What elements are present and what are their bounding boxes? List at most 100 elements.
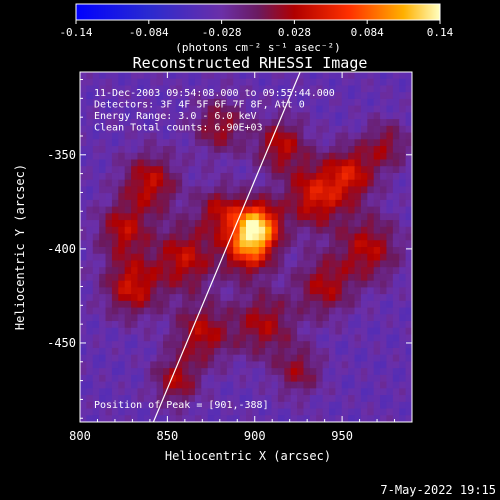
heatmap-cell bbox=[214, 287, 222, 295]
heatmap-cell bbox=[284, 105, 292, 113]
heatmap-cell bbox=[239, 105, 247, 113]
heatmap-cell bbox=[399, 321, 407, 329]
heatmap-cell bbox=[284, 206, 292, 214]
heatmap-cell bbox=[99, 206, 107, 214]
heatmap-cell bbox=[367, 401, 375, 410]
heatmap-cell bbox=[111, 381, 119, 389]
heatmap-cell bbox=[131, 186, 139, 194]
heatmap-cell bbox=[284, 159, 292, 167]
heatmap-cell bbox=[297, 152, 305, 161]
heatmap-cell bbox=[239, 307, 247, 315]
heatmap-cell bbox=[239, 321, 247, 329]
heatmap-cell bbox=[399, 119, 407, 127]
heatmap-cell bbox=[175, 172, 183, 181]
heatmap-cell bbox=[118, 199, 126, 208]
heatmap-cell bbox=[105, 395, 113, 403]
heatmap-cell bbox=[399, 314, 407, 322]
heatmap-cell bbox=[220, 327, 228, 336]
heatmap-cell bbox=[220, 381, 228, 389]
heatmap-cell bbox=[92, 388, 100, 396]
heatmap-cell bbox=[258, 307, 266, 315]
heatmap-cell bbox=[188, 374, 196, 383]
heatmap-cell bbox=[297, 381, 305, 389]
heatmap-cell bbox=[373, 321, 381, 329]
heatmap-cell bbox=[258, 314, 266, 322]
heatmap-cell bbox=[169, 193, 177, 201]
heatmap-cell bbox=[373, 314, 381, 322]
heatmap-cell bbox=[105, 78, 113, 87]
heatmap-cell bbox=[226, 240, 234, 248]
heatmap-cell bbox=[111, 159, 119, 167]
heatmap-cell bbox=[214, 307, 222, 315]
heatmap-cell bbox=[335, 334, 343, 342]
heatmap-cell bbox=[335, 294, 343, 302]
heatmap-cell bbox=[137, 267, 145, 275]
heatmap-cell bbox=[348, 347, 356, 356]
heatmap-cell bbox=[137, 85, 145, 93]
heatmap-cell bbox=[380, 72, 388, 80]
heatmap-cell bbox=[348, 321, 356, 329]
heatmap-cell bbox=[322, 152, 330, 161]
heatmap-cell bbox=[265, 260, 273, 268]
heatmap-cell bbox=[360, 85, 368, 93]
heatmap-cell bbox=[143, 334, 151, 342]
heatmap-cell bbox=[309, 280, 317, 288]
heatmap-cell bbox=[341, 146, 349, 154]
heatmap-cell bbox=[277, 307, 285, 315]
heatmap-cell bbox=[124, 267, 132, 275]
heatmap-cell bbox=[316, 388, 324, 396]
heatmap-cell bbox=[258, 280, 266, 288]
heatmap-cell bbox=[124, 179, 132, 188]
heatmap-cell bbox=[175, 226, 183, 235]
heatmap-cell bbox=[143, 395, 151, 403]
heatmap-cell bbox=[399, 72, 407, 80]
heatmap-cell bbox=[297, 361, 305, 369]
heatmap-cell bbox=[150, 166, 158, 174]
heatmap-cell bbox=[265, 334, 273, 342]
heatmap-cell bbox=[405, 334, 412, 342]
heatmap-cell bbox=[335, 119, 343, 127]
heatmap-cell bbox=[182, 415, 190, 422]
heatmap-cell bbox=[258, 78, 266, 87]
heatmap-cell bbox=[367, 327, 375, 336]
heatmap-cell bbox=[341, 267, 349, 275]
heatmap-cell bbox=[373, 300, 381, 309]
heatmap-cell bbox=[182, 314, 190, 322]
heatmap-cell bbox=[105, 233, 113, 241]
heatmap-cell bbox=[137, 78, 145, 87]
heatmap-cell bbox=[169, 132, 177, 140]
heatmap-cell bbox=[80, 253, 87, 262]
heatmap-cell bbox=[252, 294, 260, 302]
heatmap-cell bbox=[360, 112, 368, 120]
heatmap-cell bbox=[86, 253, 94, 262]
heatmap-cell bbox=[271, 78, 279, 87]
heatmap-cell bbox=[163, 321, 170, 329]
heatmap-cell bbox=[316, 206, 324, 214]
heatmap-cell bbox=[239, 354, 247, 363]
heatmap-cell bbox=[99, 327, 107, 336]
heatmap-cell bbox=[207, 253, 215, 262]
heatmap-cell bbox=[277, 213, 285, 221]
heatmap-cell bbox=[239, 146, 247, 154]
heatmap-cell bbox=[201, 72, 209, 80]
heatmap-cell bbox=[380, 146, 388, 154]
heatmap-cell bbox=[271, 401, 279, 410]
heatmap-cell bbox=[175, 85, 183, 93]
heatmap-cell bbox=[214, 408, 222, 416]
heatmap-cell bbox=[226, 247, 234, 255]
heatmap-cell bbox=[118, 253, 126, 262]
annotation-line: Energy Range: 3.0 - 6.0 keV bbox=[94, 111, 257, 122]
heatmap-cell bbox=[335, 361, 343, 369]
heatmap-cell bbox=[214, 368, 222, 376]
heatmap-cell bbox=[329, 78, 336, 87]
heatmap-cell bbox=[309, 267, 317, 275]
heatmap-cell bbox=[341, 125, 349, 134]
heatmap-cell bbox=[182, 307, 190, 315]
heatmap-cell bbox=[265, 395, 273, 403]
heatmap-cell bbox=[105, 159, 113, 167]
heatmap-cell bbox=[169, 368, 177, 376]
heatmap-cell bbox=[252, 179, 260, 188]
heatmap-cell bbox=[348, 193, 356, 201]
heatmap-cell bbox=[277, 327, 285, 336]
heatmap-cell bbox=[265, 253, 273, 262]
